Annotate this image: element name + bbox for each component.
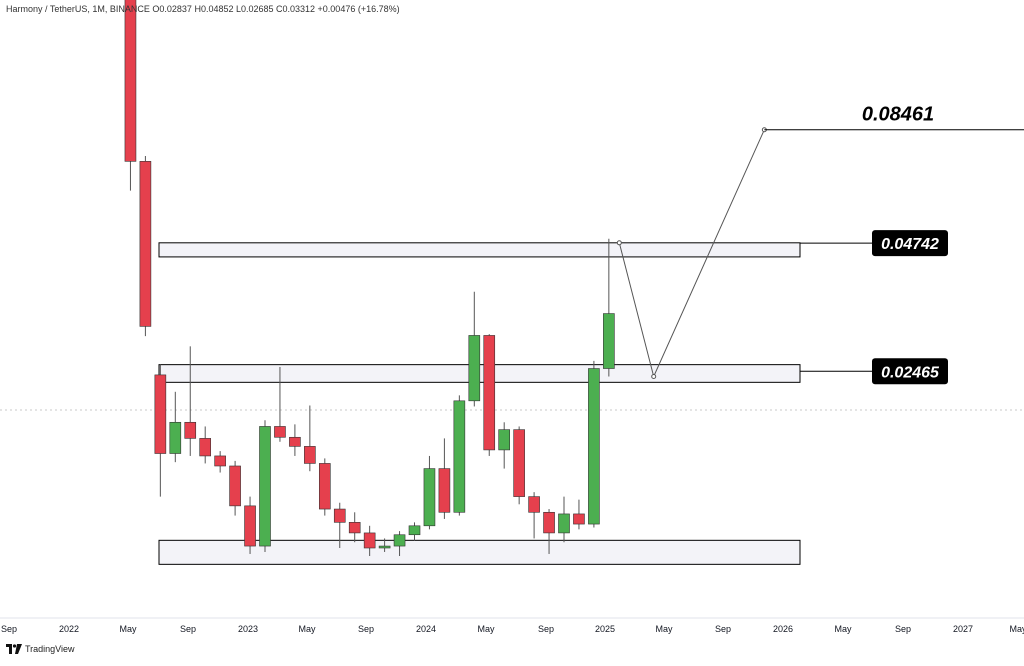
x-tick-label: May (477, 624, 495, 634)
x-tick-label: 2026 (773, 624, 793, 634)
candle-down[interactable] (318, 463, 331, 510)
candle-up[interactable] (408, 525, 421, 536)
candle-up[interactable] (378, 545, 391, 549)
candle-up[interactable] (259, 426, 271, 547)
candle-up[interactable] (453, 400, 466, 513)
x-tick-label: Sep (895, 624, 911, 634)
candle-down[interactable] (333, 508, 346, 523)
chart-header: Harmony / TetherUS, 1M, BINANCE O0.02837… (6, 4, 400, 14)
target-line-top-label: 0.08461 (862, 104, 934, 126)
x-tick-label: Sep (1, 624, 17, 634)
x-tick-label: May (655, 624, 673, 634)
x-tick-label: 2025 (595, 624, 615, 634)
symbol-label: Harmony / TetherUS, 1M, BINANCE (6, 4, 150, 14)
candle-down[interactable] (304, 446, 316, 464)
candle-down[interactable] (348, 522, 361, 534)
candle-down[interactable] (274, 426, 286, 438)
candle-down[interactable] (244, 505, 256, 547)
candle-up[interactable] (423, 468, 436, 527)
ohlc-readout: O0.02837 H0.04852 L0.02685 C0.03312 +0.0… (152, 4, 400, 14)
candle-up[interactable] (468, 335, 481, 402)
candle-down[interactable] (154, 374, 167, 454)
x-tick-label: May (834, 624, 852, 634)
candle-down[interactable] (289, 436, 301, 447)
x-tick-label: May (119, 624, 137, 634)
tradingview-logo-icon (6, 644, 22, 654)
candle-down[interactable] (229, 465, 241, 507)
x-tick-label: 2022 (59, 624, 79, 634)
candle-down[interactable] (184, 421, 197, 439)
candle-down[interactable] (214, 455, 226, 467)
candle-up[interactable] (169, 421, 182, 454)
candle-down[interactable] (139, 161, 152, 327)
x-tick-label: Sep (715, 624, 731, 634)
target-line-bottom-label: 0.02465 (881, 364, 940, 381)
brand-label: TradingView (25, 644, 75, 654)
x-tick-label: Sep (180, 624, 196, 634)
candle-up[interactable] (588, 368, 600, 525)
x-tick-label: 2027 (953, 624, 973, 634)
candle-down[interactable] (543, 511, 555, 534)
target-line-bottom-badge (872, 358, 948, 385)
candle-up[interactable] (558, 513, 570, 534)
x-tick-label: 2024 (416, 624, 436, 634)
candle-up[interactable] (603, 313, 615, 369)
candle-down[interactable] (573, 513, 585, 525)
upper-zone[interactable] (158, 242, 801, 258)
candle-up[interactable] (393, 534, 406, 547)
candle-down[interactable] (363, 532, 376, 549)
candle-down[interactable] (528, 496, 540, 513)
projection-point[interactable] (651, 374, 657, 380)
target-line-middle-badge (872, 230, 948, 257)
target-line-middle-label: 0.04742 (881, 236, 939, 253)
x-tick-label: Sep (538, 624, 554, 634)
candle-down[interactable] (513, 429, 525, 497)
candle-up[interactable] (498, 429, 511, 451)
projection-point[interactable] (616, 240, 622, 246)
candle-down[interactable] (483, 335, 496, 451)
candle-down[interactable] (124, 0, 137, 162)
x-tick-label: May (1009, 624, 1024, 634)
candle-down[interactable] (438, 468, 451, 513)
x-tick-label: May (298, 624, 316, 634)
x-tick-label: Sep (358, 624, 374, 634)
candle-down[interactable] (199, 438, 211, 457)
x-tick-label: 2023 (238, 624, 258, 634)
brand[interactable]: TradingView (6, 644, 75, 654)
